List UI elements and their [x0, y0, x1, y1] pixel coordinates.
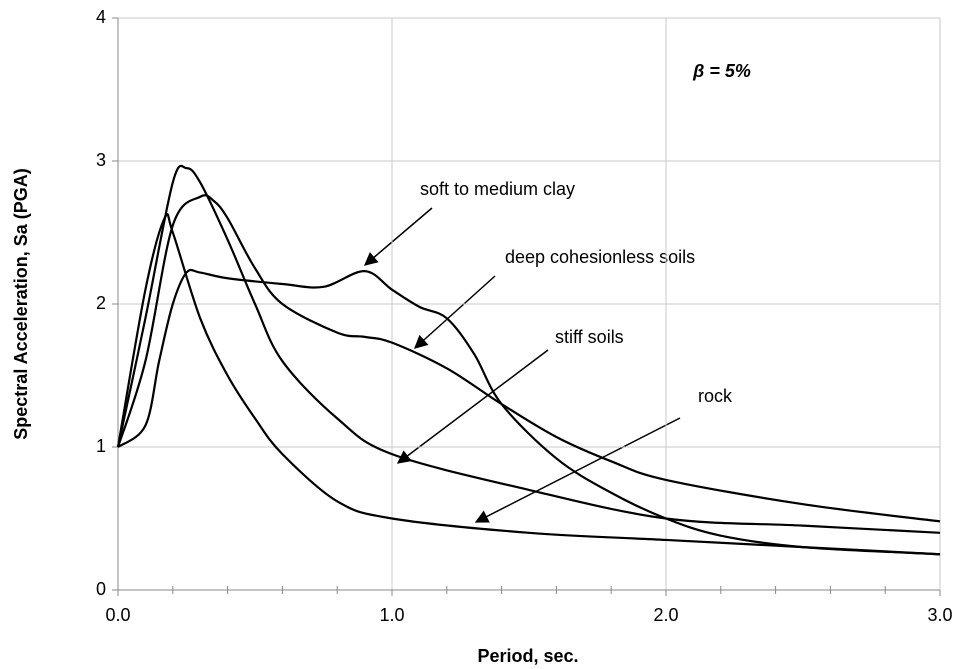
y-tick-label: 0: [96, 579, 106, 599]
arrow: [413, 275, 496, 349]
series-label: deep cohesionless soils: [505, 247, 695, 267]
arrow: [363, 207, 433, 266]
series-label: rock: [698, 386, 733, 406]
arrow: [474, 417, 681, 523]
series-line: [117, 268, 941, 556]
series-line: [116, 212, 941, 556]
x-tick-label: 3.0: [927, 605, 952, 625]
y-tick-label: 4: [96, 7, 106, 27]
series-label: stiff soils: [555, 327, 624, 347]
annotation: β = 5%: [692, 61, 751, 81]
x-axis-title: Period, sec.: [477, 646, 578, 666]
x-tick-label: 2.0: [653, 605, 678, 625]
series-label: soft to medium clay: [420, 179, 575, 199]
series-line: [116, 164, 941, 534]
arrow: [396, 349, 549, 464]
y-axis-title: Spectral Acceleration, Sa (PGA): [11, 168, 31, 439]
y-tick-label: 2: [96, 293, 106, 313]
x-tick-label: 0.0: [105, 605, 130, 625]
y-tick-label: 1: [96, 436, 106, 456]
series-line: [116, 194, 941, 523]
y-tick-label: 3: [96, 150, 106, 170]
x-tick-label: 1.0: [379, 605, 404, 625]
